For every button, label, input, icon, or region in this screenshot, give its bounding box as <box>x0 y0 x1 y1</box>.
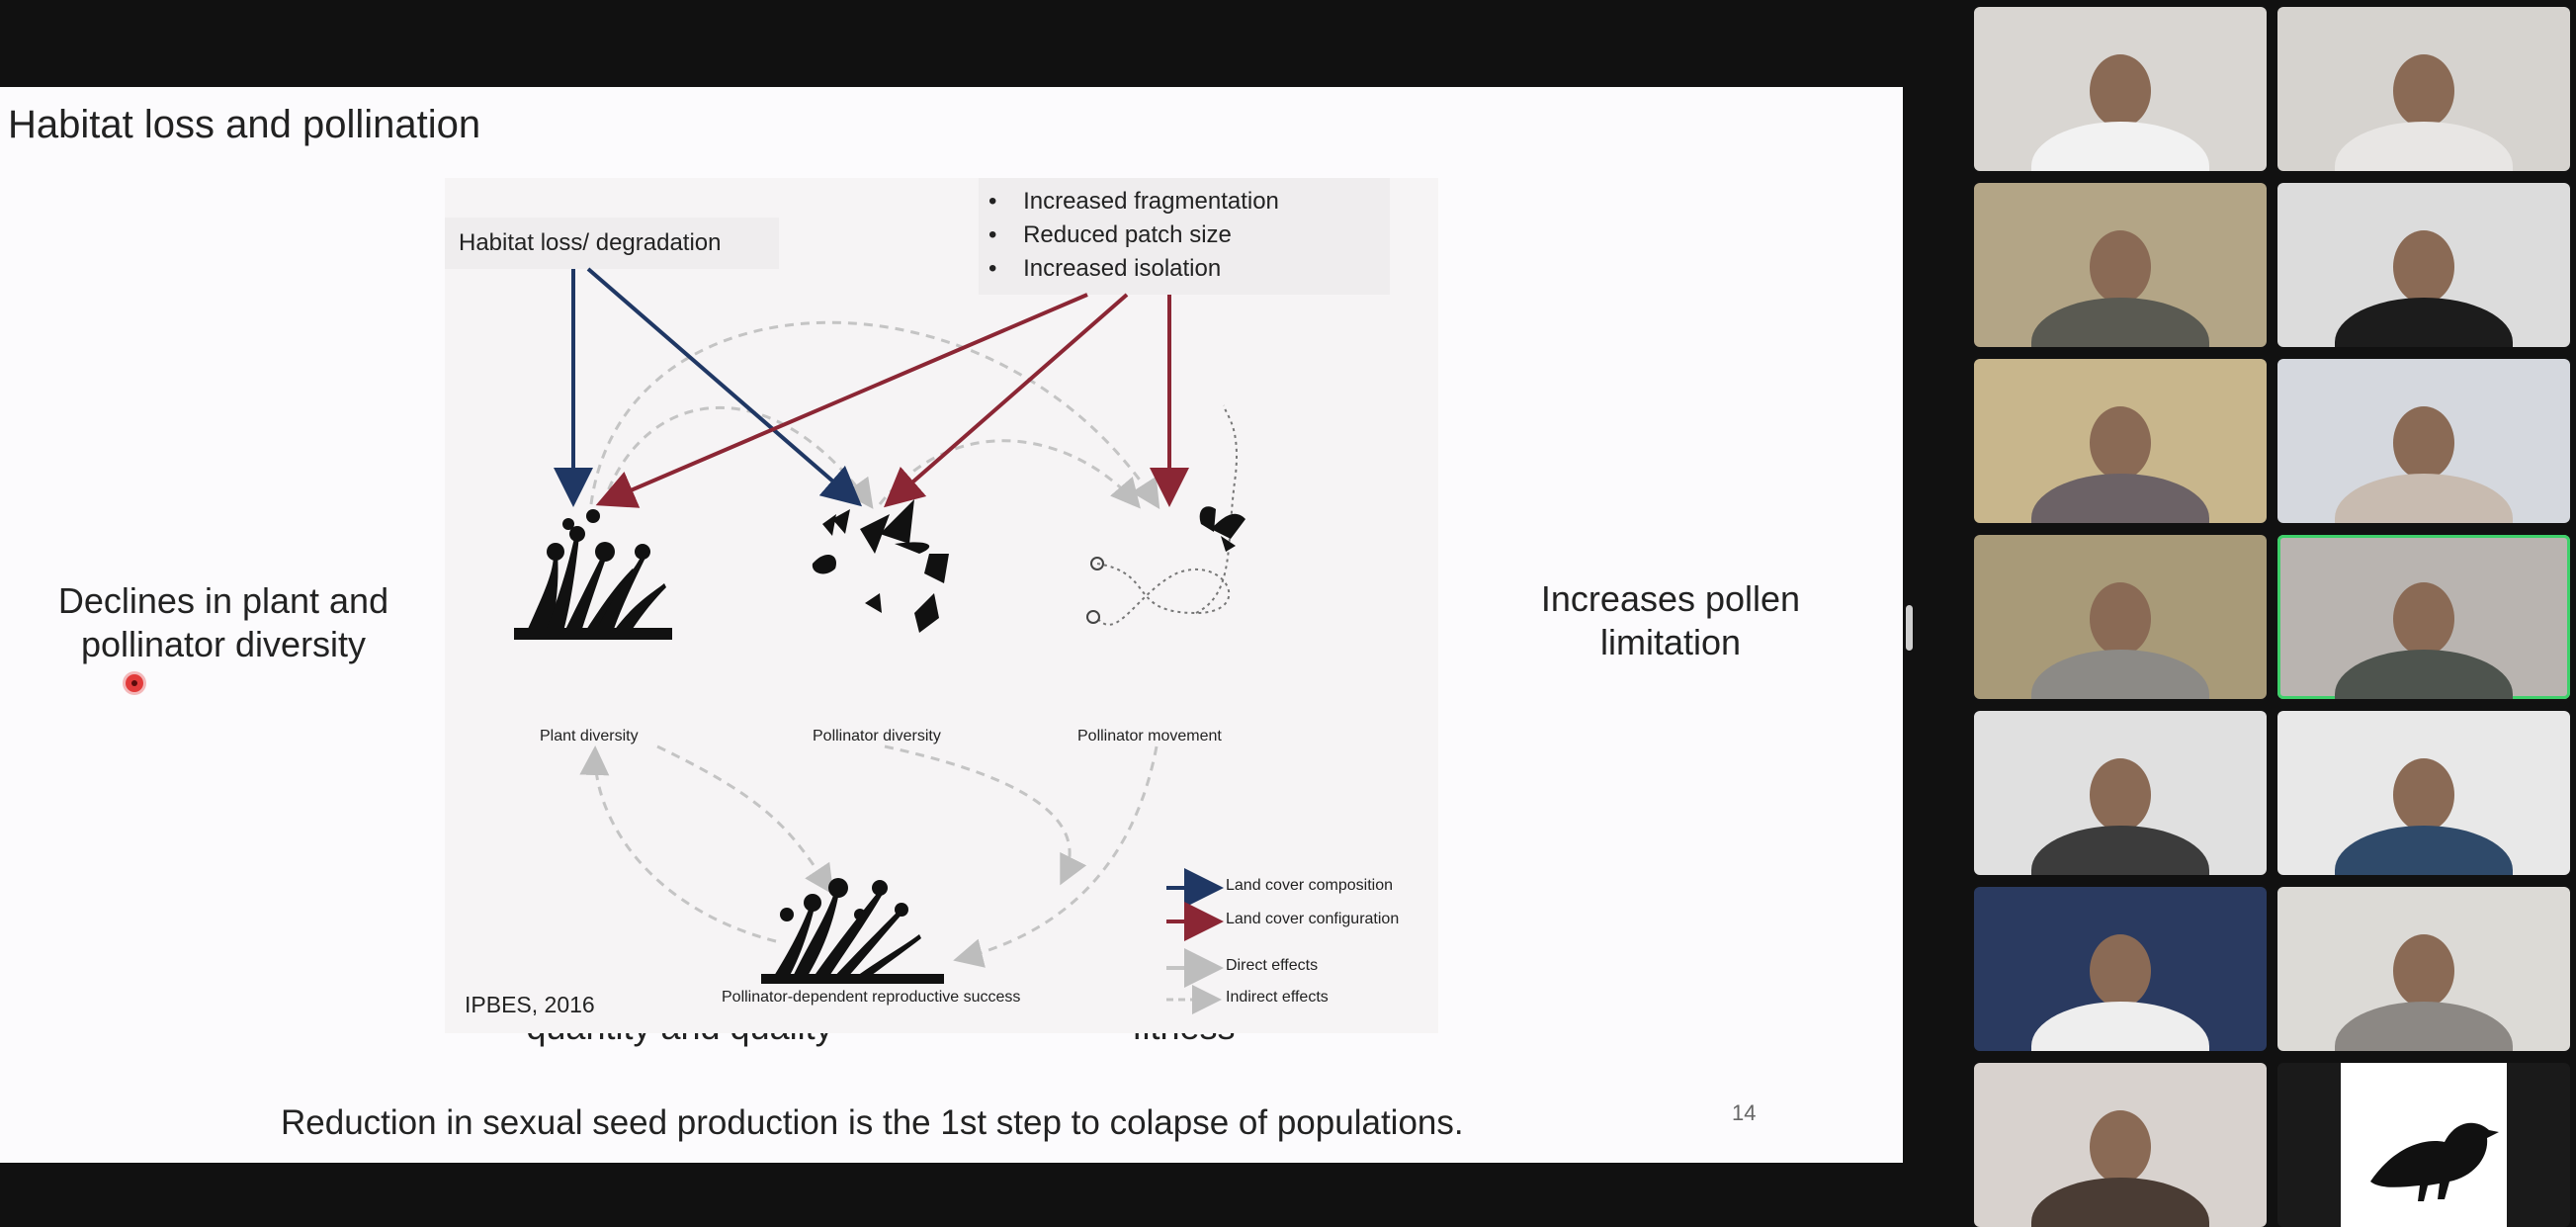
avatar <box>2393 582 2454 656</box>
bird-icon <box>2370 1122 2499 1201</box>
participant-tile[interactable] <box>2277 1063 2570 1227</box>
participant-tile[interactable] <box>1974 887 2267 1051</box>
participant-body <box>2031 650 2209 699</box>
avatar <box>2090 758 2151 832</box>
avatar <box>2393 230 2454 304</box>
legend-configuration: Land cover configuration <box>1226 911 1400 927</box>
bullet-2-text: Reduced patch size <box>1023 221 1232 248</box>
participant-body <box>2031 826 2209 875</box>
composition-arrows <box>554 267 863 507</box>
participant-tile[interactable] <box>2277 887 2570 1051</box>
habitat-box-label: Habitat loss/ degradation <box>459 229 722 256</box>
participant-body <box>2031 1002 2209 1051</box>
left-text: Declines in plant and pollinator diversi… <box>57 580 389 664</box>
bullet-3: • Increased isolation <box>988 255 1222 282</box>
bullet-1: • Increased fragmentation <box>988 188 1279 215</box>
pollinator-movement-label: Pollinator movement <box>1077 728 1222 745</box>
legend-direct: Direct effects <box>1226 957 1319 974</box>
participant-tile[interactable] <box>1974 535 2267 699</box>
slide-footer: Reduction in sexual seed production is t… <box>281 1103 1464 1142</box>
habitat-box: Habitat loss/ degradation <box>445 218 779 269</box>
bullet-box: • Increased fragmentation • Reduced patc… <box>979 178 1390 295</box>
participant-tile[interactable] <box>1974 359 2267 523</box>
right-text: Increases pollen limitation <box>1540 578 1801 662</box>
shared-slide: Habitat loss and pollination Declines in… <box>0 87 1903 1163</box>
bullet-2: • Reduced patch size <box>988 221 1232 248</box>
citation: IPBES, 2016 <box>465 992 595 1017</box>
pollinator-diversity-label: Pollinator diversity <box>813 728 941 745</box>
participant-body <box>2031 1178 2209 1227</box>
participant-body <box>2031 298 2209 347</box>
participant-body <box>2335 1002 2513 1051</box>
indirect-curves <box>579 320 1160 968</box>
plant-silhouette <box>514 509 672 640</box>
participant-tile[interactable] <box>1974 1063 2267 1227</box>
participant-tile[interactable] <box>2277 711 2570 875</box>
ipbes-diagram: Habitat loss/ degradation • Increased fr… <box>445 178 1438 1033</box>
bouquet-silhouette <box>761 878 944 984</box>
avatar <box>2393 758 2454 832</box>
panel-resize-handle[interactable] <box>1906 605 1913 651</box>
participant-body <box>2031 122 2209 171</box>
participant-body <box>2335 826 2513 875</box>
laser-pointer <box>126 674 143 692</box>
pollinator-silhouettes <box>812 499 1245 633</box>
avatar <box>2393 406 2454 480</box>
participant-body <box>2335 298 2513 347</box>
avatar <box>2090 54 2151 128</box>
avatar <box>2341 1063 2507 1227</box>
participant-body <box>2031 474 2209 523</box>
diagram-arrows <box>514 267 1245 1014</box>
legend-composition: Land cover composition <box>1226 877 1393 894</box>
bullet-1-text: Increased fragmentation <box>1023 188 1279 215</box>
avatar <box>2393 54 2454 128</box>
movement-path <box>1096 404 1238 626</box>
avatar <box>2393 934 2454 1008</box>
legend-indirect: Indirect effects <box>1226 989 1329 1006</box>
participant-tile[interactable] <box>1974 7 2267 171</box>
avatar <box>2090 230 2151 304</box>
participant-tile[interactable] <box>2277 359 2570 523</box>
slide-title: Habitat loss and pollination <box>8 103 481 146</box>
participant-tile[interactable] <box>1974 711 2267 875</box>
participant-body <box>2335 474 2513 523</box>
avatar <box>2090 1110 2151 1183</box>
plant-diversity-label: Plant diversity <box>540 728 639 745</box>
participant-tile[interactable] <box>1974 183 2267 347</box>
avatar <box>2090 934 2151 1008</box>
participant-tile[interactable] <box>2277 183 2570 347</box>
success-label: Pollinator-dependent reproductive succes… <box>722 989 1021 1006</box>
participant-body <box>2335 650 2513 699</box>
avatar <box>2090 582 2151 656</box>
avatar <box>2090 406 2151 480</box>
participant-tile[interactable] <box>2277 7 2570 171</box>
bullet-3-text: Increased isolation <box>1023 255 1222 282</box>
participant-tile[interactable] <box>2277 535 2570 699</box>
configuration-arrows <box>595 293 1189 508</box>
page-number: 14 <box>1732 1100 1757 1125</box>
participant-body <box>2335 122 2513 171</box>
